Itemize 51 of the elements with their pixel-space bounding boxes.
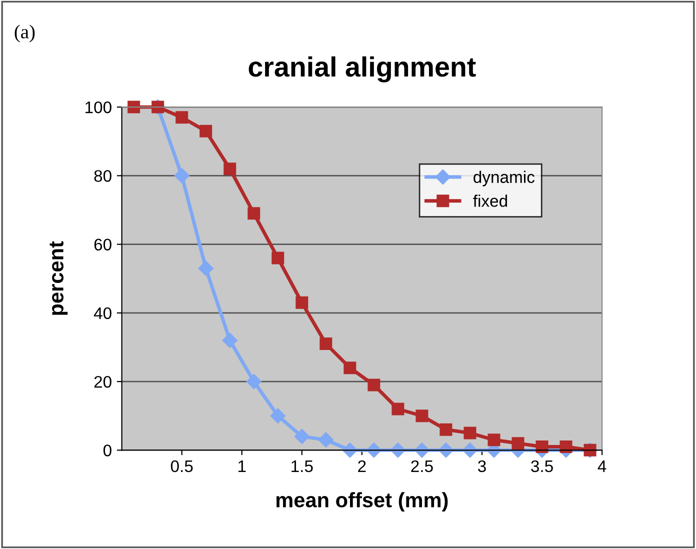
point (488, 434, 500, 446)
x-tick-label: 3.5 (531, 460, 553, 472)
x-tick-label: 2.5 (411, 460, 433, 472)
legend-label: dynamic (474, 170, 535, 186)
x-tick-label: 1 (238, 460, 246, 472)
text: (a) (14, 24, 35, 42)
point (270, 408, 286, 424)
y-tick-label: 40 (94, 307, 112, 320)
point (392, 402, 404, 416)
point (318, 432, 334, 448)
point (344, 362, 356, 374)
point (464, 426, 476, 440)
point (320, 338, 332, 350)
point (462, 442, 478, 458)
y-tick-label: 0 (103, 444, 112, 456)
point (294, 428, 310, 444)
y-tick-label: 80 (94, 170, 112, 182)
point (512, 437, 524, 450)
point (440, 423, 452, 436)
point (536, 440, 548, 453)
point (368, 378, 380, 392)
point (272, 252, 284, 264)
point (246, 374, 262, 390)
y-tick-label: 100 (86, 101, 112, 114)
point (200, 124, 212, 138)
point (174, 168, 190, 184)
point (198, 260, 214, 276)
point (366, 442, 382, 458)
y-tick-label: 60 (94, 238, 112, 251)
point (128, 100, 140, 114)
y-axis-title: percent (50, 241, 68, 315)
y-tick-label: 20 (94, 376, 112, 388)
x-tick-label: 4 (598, 460, 606, 472)
point (390, 442, 406, 458)
chart-title: cranial alignment (248, 56, 476, 82)
x-tick-label: 3 (478, 460, 486, 472)
point (414, 442, 430, 458)
x-tick-label: 0.5 (170, 460, 193, 472)
point (222, 332, 238, 348)
point (224, 162, 236, 176)
x-axis-title: mean offset (mm) (276, 492, 448, 512)
x-tick-label: 1.5 (292, 460, 313, 472)
point (176, 111, 188, 124)
x-tick-label: 2 (358, 460, 366, 472)
legend-label: fixed (473, 194, 508, 207)
point (296, 296, 308, 309)
point (342, 442, 358, 458)
point (560, 440, 572, 453)
point (416, 410, 428, 422)
point (438, 442, 454, 458)
point (248, 207, 260, 220)
